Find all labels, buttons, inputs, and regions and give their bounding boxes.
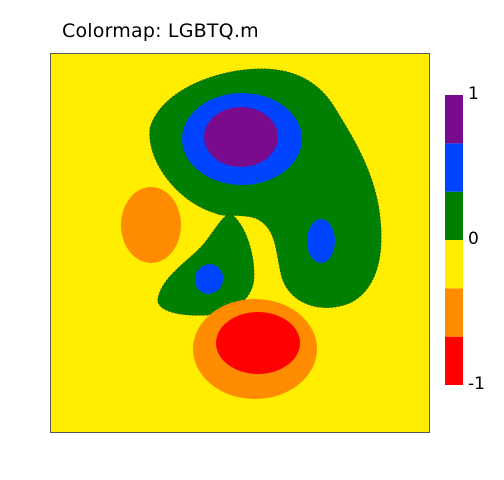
chart-title: Colormap: LGBTQ.m	[62, 20, 259, 42]
colorbar-tick-label: -1	[468, 374, 485, 394]
contour-region-positive-lower	[157, 212, 255, 316]
colorbar-band	[445, 191, 463, 240]
contour-regions	[121, 68, 382, 399]
contour-region-peak	[204, 107, 278, 167]
colorbar-band	[445, 288, 463, 337]
colorbar-band	[445, 95, 463, 144]
colorbar-band	[445, 143, 463, 192]
colorbar	[445, 95, 463, 385]
contour-region-trough	[216, 312, 300, 374]
colorbar-tick-label: 1	[468, 84, 479, 104]
contour-region-negative-left	[121, 187, 181, 263]
colorbar-tick-label: 0	[468, 229, 479, 249]
colorbar-band	[445, 336, 463, 385]
contour-region-high-right	[307, 219, 335, 263]
contour-region-high-lower	[194, 264, 224, 294]
contour-plot	[50, 53, 430, 433]
colorbar-band	[445, 240, 463, 289]
